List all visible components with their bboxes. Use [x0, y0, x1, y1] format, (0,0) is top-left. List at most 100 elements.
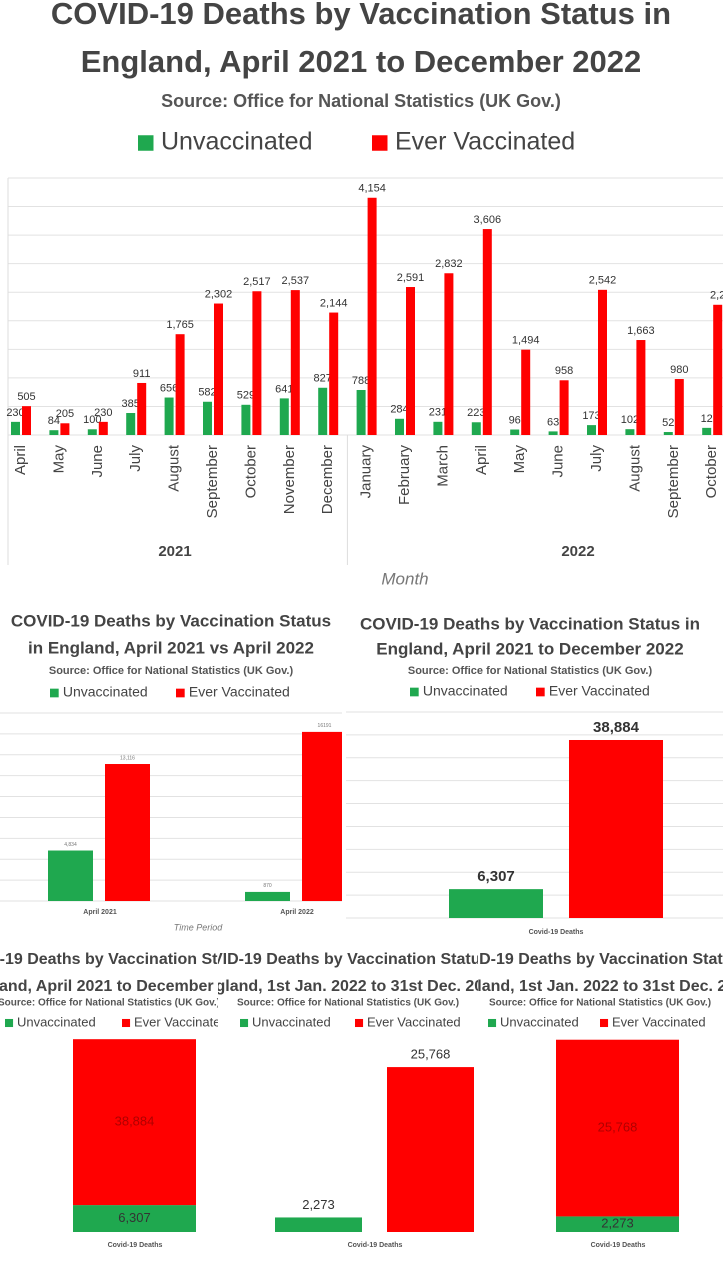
- value-label: 1,765: [166, 319, 194, 331]
- legend-label: Unvaccinated: [63, 684, 148, 700]
- value-label: 63: [547, 416, 559, 428]
- bar: [713, 304, 723, 435]
- bar: [521, 349, 531, 435]
- bar: [387, 1067, 474, 1232]
- value-label: 6,307: [118, 1210, 151, 1225]
- chart-panel: COVID-19 Deaths by Vaccination Status in …: [0, 605, 342, 940]
- legend-swatch: [5, 1018, 14, 1028]
- legend-swatch: [138, 135, 154, 151]
- value-label: 223: [467, 407, 485, 419]
- bar: [482, 229, 492, 435]
- x-tick-label: January: [358, 445, 375, 499]
- bar: [395, 418, 404, 435]
- x-tick-label: June: [550, 445, 567, 478]
- x-tick-label: October: [703, 445, 720, 498]
- bar: [636, 340, 646, 435]
- legend-label: Ever Vaccinated: [367, 1014, 461, 1029]
- bar: [105, 764, 150, 901]
- chart-title: COVID-19 Deaths by Vaccination Status in: [360, 614, 700, 633]
- value-label: 25,768: [411, 1047, 451, 1062]
- value-label: 84: [48, 415, 60, 427]
- legend-swatch: [176, 688, 185, 698]
- bar: [433, 421, 443, 435]
- value-label: 2,832: [435, 258, 463, 270]
- legend-swatch: [488, 1018, 497, 1028]
- value-label: 16191: [318, 723, 332, 729]
- bar: [279, 398, 289, 435]
- value-label: 96: [509, 414, 521, 426]
- bar: [11, 421, 20, 435]
- value-label: 230: [6, 407, 24, 419]
- x-tick-label: April 2022: [280, 909, 314, 916]
- chart-subtitle: Source: Office for National Statistics (…: [489, 998, 711, 1009]
- value-label: 231: [429, 407, 447, 419]
- x-tick-label: May: [511, 445, 528, 474]
- bar: [87, 429, 97, 435]
- bar: [164, 397, 174, 435]
- bar: [275, 1217, 362, 1232]
- bar: [367, 197, 377, 435]
- bar: [98, 421, 108, 435]
- legend-label: Ever Vaccinated: [134, 1014, 228, 1029]
- bar: [245, 891, 290, 901]
- value-label: 25,768: [598, 1120, 638, 1135]
- x-tick-label: July: [127, 445, 144, 472]
- value-label: 1,494: [512, 335, 540, 347]
- chart-title: England, 1st Jan. 2022 to 31st Dec. 2022: [195, 978, 501, 995]
- chart-subtitle: Source: Office for National Statistics (…: [161, 91, 561, 111]
- bar: [48, 850, 93, 901]
- bar: [302, 731, 342, 901]
- bar-segment: [73, 1039, 196, 1206]
- chart-title: England, April 2021 to December 2022: [81, 44, 642, 79]
- chart-panel: COVID-19 Deaths by Vaccination Status in…: [447, 948, 723, 1258]
- bar: [214, 303, 223, 435]
- x-axis-label: Time Period: [174, 922, 223, 932]
- bar: [406, 287, 415, 435]
- chart-panel: COVID-19 Deaths by Vaccination Status in…: [0, 0, 723, 600]
- chart-subtitle: Source: Office for National Statistics (…: [408, 665, 653, 677]
- chart-subtitle: Source: Office for National Statistics (…: [237, 998, 459, 1009]
- chart-subtitle: Source: Office for National Statistics (…: [0, 998, 220, 1009]
- chart-title: England, April 2021 to December 2022: [0, 978, 254, 995]
- chart-title: England, 1st Jan. 2022 to 31st Dec. 2022: [447, 978, 723, 995]
- x-tick-label: August: [166, 444, 183, 492]
- bar: [444, 273, 454, 435]
- x-tick-label: September: [204, 445, 221, 518]
- x-tick-label: April: [473, 445, 490, 475]
- value-label: 13,116: [120, 755, 135, 761]
- value-label: 2,2: [710, 290, 723, 302]
- legend-label: Unvaccinated: [500, 1014, 579, 1029]
- x-tick-label: April: [12, 445, 29, 475]
- bar: [356, 389, 366, 435]
- bar: [175, 334, 185, 435]
- value-label: 38,884: [593, 719, 640, 736]
- bar: [126, 413, 136, 435]
- bar: [674, 379, 684, 435]
- x-tick-label: April 2021: [83, 909, 117, 916]
- x-tick-label: Covid-19 Deaths: [591, 1242, 646, 1249]
- bar: [569, 739, 663, 918]
- x-tick-label: Covid-19 Deaths: [108, 1242, 163, 1249]
- legend-label: Ever Vaccinated: [549, 683, 650, 699]
- value-label: 205: [56, 408, 74, 420]
- value-label: 4,834: [64, 842, 77, 848]
- value-label: 2,273: [302, 1197, 335, 1212]
- x-tick-label: March: [434, 445, 451, 487]
- x-tick-label: November: [281, 445, 298, 514]
- value-label: 505: [17, 391, 35, 403]
- x-tick-label: May: [50, 445, 67, 474]
- value-label: 2,542: [589, 275, 617, 287]
- value-label: 6,307: [477, 868, 515, 885]
- value-label: 980: [670, 364, 688, 376]
- legend-label: Unvaccinated: [252, 1014, 331, 1029]
- x-tick-label: February: [396, 445, 413, 506]
- bar: [663, 432, 673, 435]
- bar: [587, 425, 596, 435]
- bar: [625, 429, 635, 435]
- chart-panel: COVID-19 Deaths by Vaccination Status in…: [195, 948, 501, 1258]
- value-label: 529: [237, 390, 255, 402]
- legend-label: Unvaccinated: [17, 1014, 96, 1029]
- x-tick-label: July: [588, 445, 605, 472]
- x-tick-label: June: [89, 445, 106, 478]
- value-label: 2,144: [320, 297, 348, 309]
